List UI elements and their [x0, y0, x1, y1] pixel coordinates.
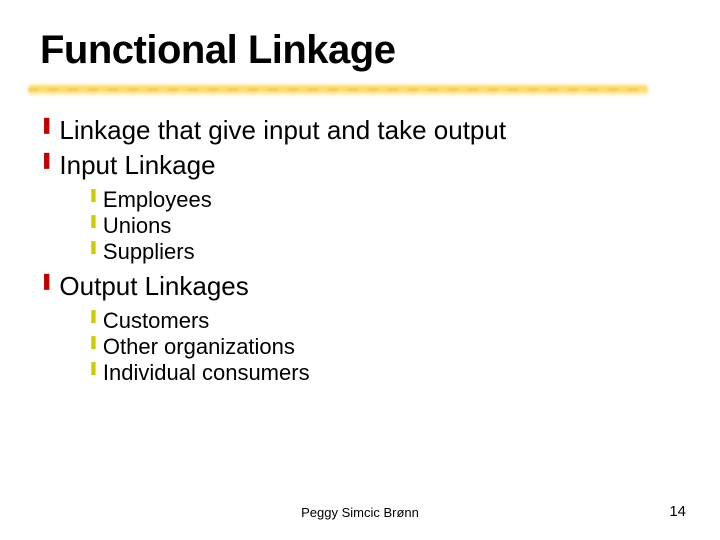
bullet-list: ❚ Linkage that give input and take outpu… — [40, 115, 680, 386]
square-bullet-icon: ❚ — [40, 117, 53, 135]
footer-page-number: 14 — [669, 503, 686, 520]
list-item: ❚ Input Linkage — [40, 150, 680, 181]
square-bullet-icon: ❚ — [88, 188, 99, 203]
square-bullet-icon: ❚ — [40, 273, 53, 291]
list-item: ❚ Output Linkages — [40, 271, 680, 302]
square-bullet-icon: ❚ — [40, 152, 53, 170]
list-item: ❚ Other organizations — [88, 334, 680, 360]
slide-title: Functional Linkage — [40, 28, 680, 73]
list-item: ❚ Unions — [88, 213, 680, 239]
footer-author: Peggy Simcic Brønn — [0, 505, 720, 520]
slide: Functional Linkage ❚ Linkage that give i… — [0, 0, 720, 540]
list-item: ❚ Employees — [88, 187, 680, 213]
square-bullet-icon: ❚ — [88, 240, 99, 255]
list-item-text: Individual consumers — [103, 360, 310, 386]
sub-list: ❚ Employees ❚ Unions ❚ Suppliers — [88, 187, 680, 265]
title-underline-stroke — [28, 83, 648, 97]
sub-list: ❚ Customers ❚ Other organizations ❚ Indi… — [88, 308, 680, 386]
square-bullet-icon: ❚ — [88, 309, 99, 324]
list-item-text: Suppliers — [103, 239, 195, 265]
list-item: ❚ Customers — [88, 308, 680, 334]
list-item-text: Output Linkages — [59, 271, 248, 302]
list-item-text: Unions — [103, 213, 171, 239]
list-item: ❚ Linkage that give input and take outpu… — [40, 115, 680, 146]
list-item: ❚ Suppliers — [88, 239, 680, 265]
list-item-text: Employees — [103, 187, 212, 213]
square-bullet-icon: ❚ — [88, 361, 99, 376]
list-item-text: Linkage that give input and take output — [59, 115, 506, 146]
square-bullet-icon: ❚ — [88, 335, 99, 350]
title-underline — [28, 79, 648, 101]
list-item-text: Input Linkage — [59, 150, 215, 181]
square-bullet-icon: ❚ — [88, 214, 99, 229]
list-item-text: Other organizations — [103, 334, 295, 360]
list-item-text: Customers — [103, 308, 209, 334]
list-item: ❚ Individual consumers — [88, 360, 680, 386]
